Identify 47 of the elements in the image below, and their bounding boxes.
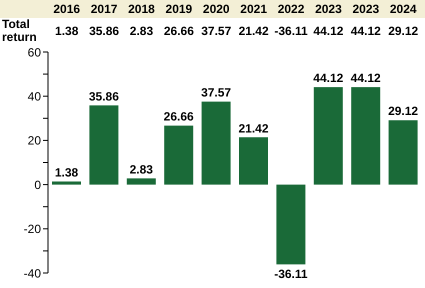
x-tick-label: 2024 [388,2,418,16]
bar [388,120,418,185]
y-tick-label: -20 [24,222,42,236]
data-label: 37.57 [201,86,232,100]
y-tick-label: 0 [34,178,42,192]
data-label: 26.66 [164,110,194,124]
y-tick-label: 60 [28,45,42,60]
data-label: 29.12 [388,104,418,118]
data-label: 1.38 [54,166,78,180]
text: 37.57 [200,24,232,38]
data-label: 35.86 [88,89,120,104]
bar [314,87,343,185]
text: 44.12 [312,24,344,38]
bar [126,178,156,185]
x-tick-label: 2020 [202,2,231,16]
x-tick-label: 2019 [164,2,194,16]
text: -36.11 [273,24,309,38]
y-tick-label: 40 [28,89,42,104]
text: 2.83 [128,24,154,38]
data-label: 21.42 [238,121,269,136]
text: 35.86 [88,24,120,38]
data-label: 44.12 [313,71,344,86]
bar [239,137,268,185]
bar [351,87,380,185]
bar [89,105,118,185]
x-tick-label: 2022 [276,2,306,16]
x-tick-label: 2023 [314,2,343,16]
text: Total return [1,17,38,44]
x-tick-label: 2017 [90,2,118,16]
x-tick-label: 2023 [351,2,380,16]
y-tick-label: -40 [24,266,42,280]
x-tick-label: 2016 [52,2,82,16]
y-tick-label: 20 [28,134,42,148]
data-label: 2.83 [130,162,154,176]
text: 1.38 [54,24,80,38]
text: 21.42 [238,24,270,38]
data-label: -36.11 [274,266,308,281]
bar [164,126,194,185]
x-tick-label: 2018 [127,2,156,16]
text: 44.12 [350,24,382,38]
text: 26.66 [162,24,195,38]
x-tick-label: 2021 [239,2,268,16]
bar [52,182,81,185]
bar [276,184,306,264]
text: 29.12 [387,24,420,38]
bar [202,102,231,185]
data-label: 44.12 [350,71,382,86]
